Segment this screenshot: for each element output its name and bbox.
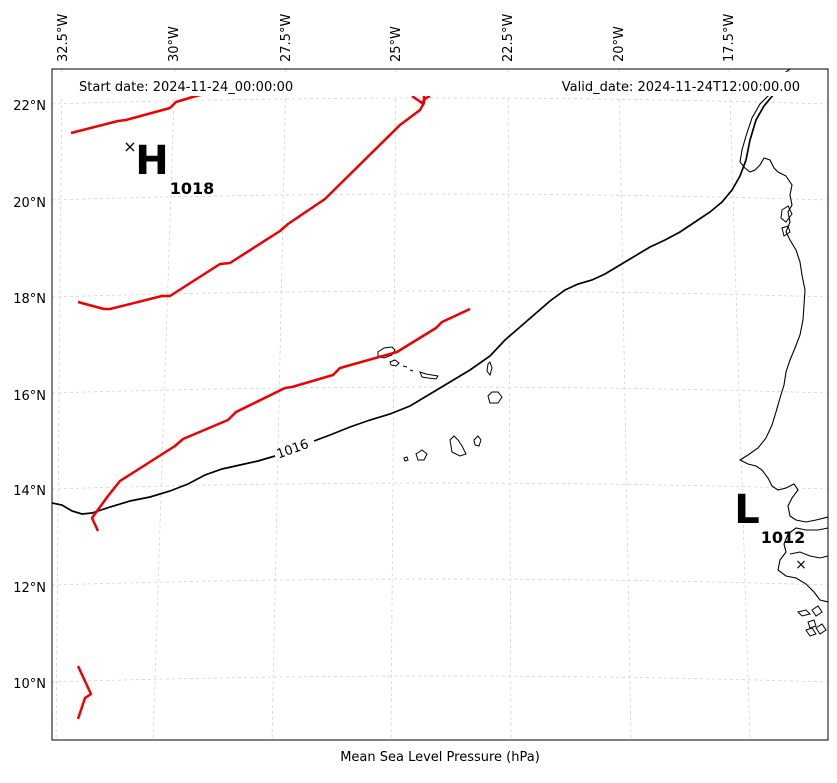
graticule xyxy=(52,69,828,740)
latitude-labels: 22°N 20°N 18°N 16°N 14°N 12°N 10°N xyxy=(13,99,46,692)
santiago xyxy=(449,435,467,457)
front-north xyxy=(70,92,206,135)
low-value: 1012 xyxy=(761,528,806,547)
meridian-20w xyxy=(618,69,632,740)
lat-label: 10°N xyxy=(13,677,46,692)
parallel-14n xyxy=(52,482,828,490)
lat-label: 20°N xyxy=(13,196,46,211)
lat-label: 18°N xyxy=(13,292,46,307)
lat-label: 16°N xyxy=(13,389,46,404)
high-center-cross: × xyxy=(123,137,136,156)
meridian-17-5w xyxy=(728,69,751,740)
valid-date: Valid_date: 2024-11-24T12:00:00.00 xyxy=(562,80,800,95)
low-symbol: L xyxy=(734,487,760,533)
lat-label: 22°N xyxy=(13,99,46,114)
maio xyxy=(473,435,482,447)
parallel-12n xyxy=(52,578,828,586)
parallel-10n xyxy=(52,675,828,683)
gambia-river xyxy=(789,551,828,559)
parallel-20n xyxy=(52,193,828,201)
lon-label: 27.5°W xyxy=(279,14,294,62)
fogo xyxy=(415,449,428,461)
front-middle xyxy=(77,96,426,311)
lon-label: 25°W xyxy=(389,26,404,62)
front-bottom xyxy=(76,665,93,720)
front-north-east xyxy=(411,94,431,105)
parallel-18n xyxy=(52,290,828,298)
low-marker: × L 1012 xyxy=(734,487,807,573)
header-backdrop xyxy=(53,72,827,96)
lat-label: 12°N xyxy=(13,581,46,596)
sao-vicente xyxy=(389,359,400,367)
high-marker: × H 1018 xyxy=(123,137,214,198)
lon-label: 22.5°W xyxy=(501,14,516,62)
parallel-22n xyxy=(52,97,828,105)
isobar-1016 xyxy=(52,455,276,515)
brava xyxy=(403,456,409,462)
sao-nicolau xyxy=(419,371,439,380)
high-symbol: H xyxy=(135,138,168,184)
lat-label: 14°N xyxy=(13,484,46,499)
africa-coastline-south xyxy=(777,527,828,603)
x-axis-label: Mean Sea Level Pressure (hPa) xyxy=(340,750,540,765)
meridian-25w xyxy=(390,69,397,740)
meridian-32-5w xyxy=(55,69,63,740)
longitude-labels: 32.5°W 30°W 27.5°W 25°W 22.5°W 20°W 17.5… xyxy=(56,14,737,62)
sal xyxy=(486,361,493,377)
coastal-island-north xyxy=(780,205,793,237)
boa-vista xyxy=(487,391,503,404)
low-center-cross: × xyxy=(795,557,807,573)
start-date: Start date: 2024-11-24_00:00:00 xyxy=(79,80,293,95)
parallel-16n xyxy=(52,386,828,394)
map-frame xyxy=(51,68,829,741)
cape-verde-islands xyxy=(377,346,503,462)
lon-label: 32.5°W xyxy=(56,14,71,62)
isobar-1016-b xyxy=(313,71,791,442)
meridian-22-5w xyxy=(507,69,512,740)
lon-label: 30°W xyxy=(167,26,182,62)
isobar-label-1016: 1016 xyxy=(275,437,311,462)
africa-coastline xyxy=(738,69,828,523)
lon-label: 17.5°W xyxy=(722,14,737,62)
meridian-30w xyxy=(152,69,176,740)
bissagos-coast xyxy=(797,605,827,637)
santa-luzia xyxy=(402,365,414,372)
high-value: 1018 xyxy=(170,179,215,198)
front-south xyxy=(90,307,471,532)
lon-label: 20°W xyxy=(612,26,627,62)
meridian-27-5w xyxy=(271,69,287,740)
